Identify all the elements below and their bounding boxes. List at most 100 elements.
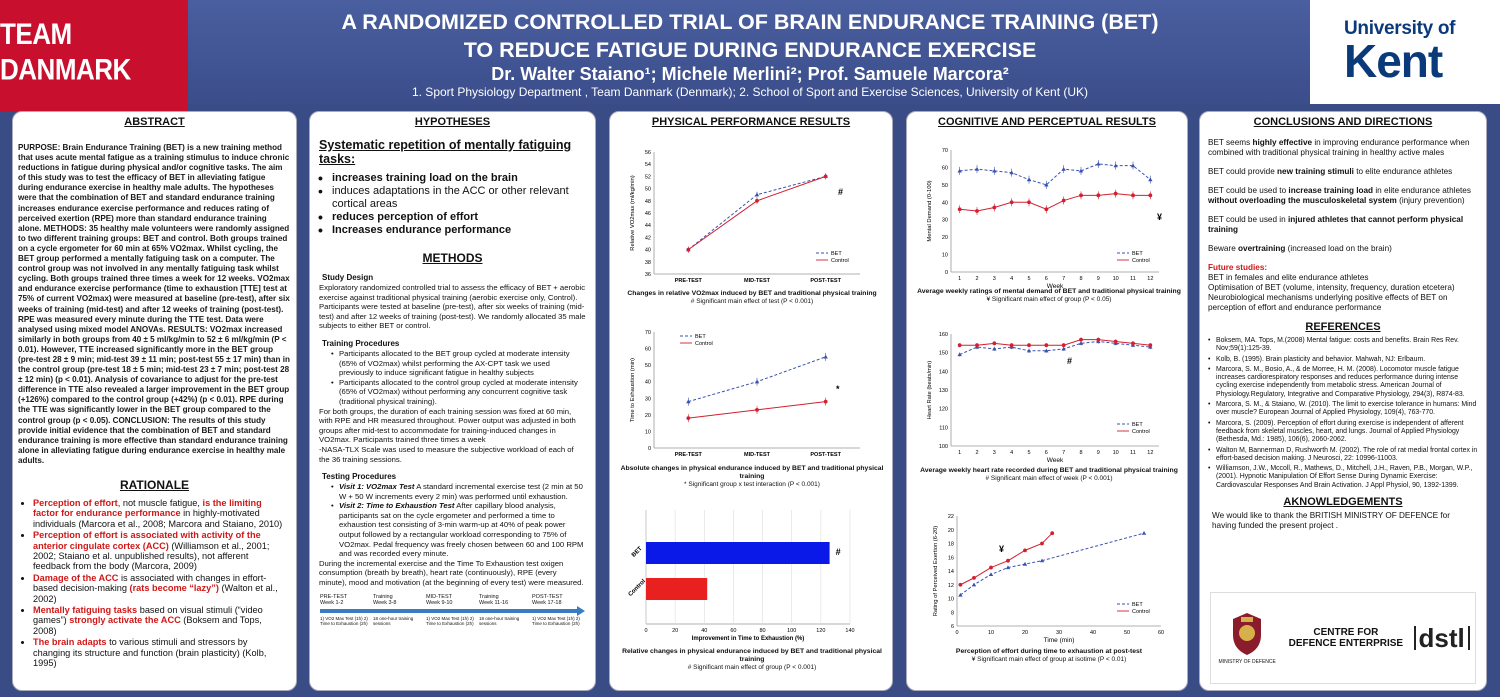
- chart-background: [917, 324, 1181, 467]
- y-tick-label: 16: [948, 555, 954, 561]
- data-point-control: [1023, 548, 1027, 553]
- hypothesis-item: induces adaptations in the ACC or other …: [318, 185, 595, 211]
- crest-icon: [1233, 613, 1262, 655]
- reference-item: Marcora, S. M., & Staiano, W. (2010). Th…: [1208, 401, 1478, 418]
- significance-marker: ¥: [1157, 212, 1162, 222]
- data-point-bet: [1044, 348, 1049, 353]
- data-point-control: [989, 565, 993, 570]
- rationale-item: Damage of the ACC is associated with cha…: [33, 573, 286, 604]
- cognitive-results-heading: COGNITIVE AND PERCEPTUAL RESULTS: [938, 116, 1156, 128]
- x-tick-label: PRE-TEST: [675, 452, 703, 458]
- authors: Dr. Walter Staiano¹; Michele Merlini²; P…: [491, 64, 1009, 84]
- data-point-control: [975, 209, 979, 213]
- future-study: BET in females and elite endurance athle…: [1208, 273, 1369, 282]
- emphasis: increase training load: [1288, 186, 1374, 195]
- x-tick-label: 40: [701, 628, 707, 634]
- emphasis: overtraining: [1238, 244, 1286, 253]
- rationale-text: based on visual stimuli (“video games”): [33, 605, 263, 626]
- timeline-phase: PRE-TEST Week 1-2: [320, 594, 373, 607]
- hypothesis-item: increases training load on the brain: [318, 172, 595, 185]
- data-point-bet: [957, 352, 962, 357]
- x-tick-label: 40: [1090, 630, 1096, 636]
- training-item: Participants allocated to the BET group …: [331, 349, 586, 378]
- cde-line-2: DEFENCE ENTERPRISE: [1288, 638, 1404, 649]
- tte-chart-block: 0 10 20 30 40 50 60 70 PRE-TEST MID-TEST POST-TEST…: [620, 320, 884, 489]
- legend-label: BET: [1132, 602, 1143, 608]
- timeline-phase-title: Training: [479, 593, 499, 600]
- y-tick-label: 60: [942, 165, 948, 171]
- x-tick-label: 12: [1147, 276, 1153, 282]
- data-point-control: [755, 198, 759, 203]
- y-tick-label: 130: [939, 388, 948, 394]
- title-line-1: A RANDOMIZED CONTROLLED TRIAL OF BRAIN E…: [341, 10, 1159, 34]
- data-point-control: [823, 174, 828, 179]
- reference-item: Walton M, Bannerman D, Rushworth M. (200…: [1208, 447, 1478, 464]
- chart-background: [917, 508, 1181, 648]
- future-studies-heading: Future studies:: [1208, 263, 1268, 272]
- visit-2-text: After capillary blood analysis, particip…: [339, 501, 584, 559]
- conclusions-panel: CONCLUSIONS AND DIRECTIONS BET seems hig…: [1199, 111, 1487, 691]
- x-tick-label: PRE-TEST: [675, 278, 703, 284]
- future-study: Optimisation of BET (volume, intensity, …: [1208, 283, 1455, 292]
- x-tick-label: 1: [958, 276, 961, 282]
- y-tick-label: 40: [645, 380, 651, 386]
- series-line-bet: [959, 340, 1151, 355]
- rationale-emphasis: Damage of the ACC: [33, 572, 119, 583]
- acknowledgements-text: We would like to thank the BRITISH MINIS…: [1212, 511, 1450, 531]
- timeline-phase-title: POST-TEST: [532, 593, 563, 600]
- x-tick-label: 20: [672, 628, 678, 634]
- data-point-control: [1079, 193, 1083, 198]
- x-tick-label: 120: [816, 628, 825, 634]
- y-tick-label: 44: [645, 223, 651, 229]
- data-point-control: [1096, 337, 1101, 342]
- rationale-text: (Walton et al., 2002): [33, 583, 278, 604]
- data-point-control: [1027, 343, 1031, 348]
- x-tick-label: 5: [1027, 450, 1030, 456]
- visit-1-heading: Visit 1: VO2max Test: [339, 482, 415, 492]
- y-axis-label: Rating of Perceived Exertion (6-20): [933, 526, 939, 617]
- training-text: For both groups, the duration of each tr…: [319, 406, 576, 445]
- x-tick-label: 11: [1130, 450, 1136, 456]
- cde-line-1: CENTRE FOR: [1313, 627, 1379, 638]
- y-tick-label: 50: [645, 187, 651, 193]
- timeline-labels: PRE-TEST Week 1-2 Training Week 3-8 MID-TEST…: [320, 594, 585, 607]
- rationale-item: Perception of effort, not muscle fatigue…: [33, 498, 286, 529]
- legend-label: Control: [695, 341, 713, 347]
- bar-bet: [646, 542, 830, 564]
- tte-chart: 0 10 20 30 40 50 60 70 PRE-TEST MID-TEST POST-TEST…: [620, 320, 884, 465]
- data-point-bet: [1113, 163, 1118, 168]
- data-point-control: [1061, 198, 1066, 203]
- references-heading: REFERENCES: [1305, 321, 1381, 333]
- vo2max-chart: 36 38 40 42 44 46 48 50 52 54 56 PRE-TEST MID-TEST PO…: [620, 140, 884, 290]
- timeline-phase-desc: 18 one-hour training sessions: [373, 615, 414, 627]
- reference-item: Marcora, S. M., Bosio, A., & de Morree, …: [1208, 366, 1478, 399]
- mental-demand-caption: Average weekly ratings of mental demand …: [917, 288, 1181, 295]
- training-item: Participants allocated to the control gr…: [331, 378, 586, 407]
- poster-header: TEAM DANMARK A RANDOMIZED CONTROLLED TRI…: [0, 0, 1500, 112]
- data-point-control: [1113, 339, 1118, 344]
- timeline-descriptions: 1) VO2 Max Test (1h) 2) Time to Exhausti…: [320, 616, 585, 627]
- x-axis-label: Week: [1047, 457, 1064, 464]
- ministry-of-defence-logo: MINISTRY OF DEFENCE: [1216, 611, 1278, 665]
- conclusions-text: BET seems highly effective in improving …: [1200, 138, 1486, 313]
- data-point-control: [823, 399, 828, 404]
- testing-heading: Testing Procedures: [322, 472, 397, 482]
- data-point-control: [1050, 531, 1055, 536]
- y-tick-label: 70: [942, 148, 948, 154]
- rationale-emphasis: Perception of effort is associated with …: [33, 530, 261, 551]
- y-tick-label: 60: [645, 347, 651, 353]
- x-tick-label: 80: [760, 628, 766, 634]
- training-heading: Training Procedures: [322, 338, 400, 348]
- significance-marker: #: [838, 187, 843, 197]
- data-point-control: [1079, 337, 1083, 342]
- x-tick-label: 11: [1130, 276, 1136, 282]
- y-tick-label: 10: [948, 597, 954, 603]
- y-tick-label: 50: [942, 183, 948, 189]
- y-tick-label: 10: [942, 253, 948, 259]
- x-tick-label: 6: [1045, 450, 1048, 456]
- timeline-phase-desc: 1) VO2 Max Test (1h) 2) Time to Exhausti…: [532, 615, 580, 627]
- dstl-logo: dstl: [1413, 625, 1470, 651]
- x-tick-label: 8: [1079, 450, 1082, 456]
- vo2max-note: # Significant main effect of test (P < 0…: [690, 298, 814, 305]
